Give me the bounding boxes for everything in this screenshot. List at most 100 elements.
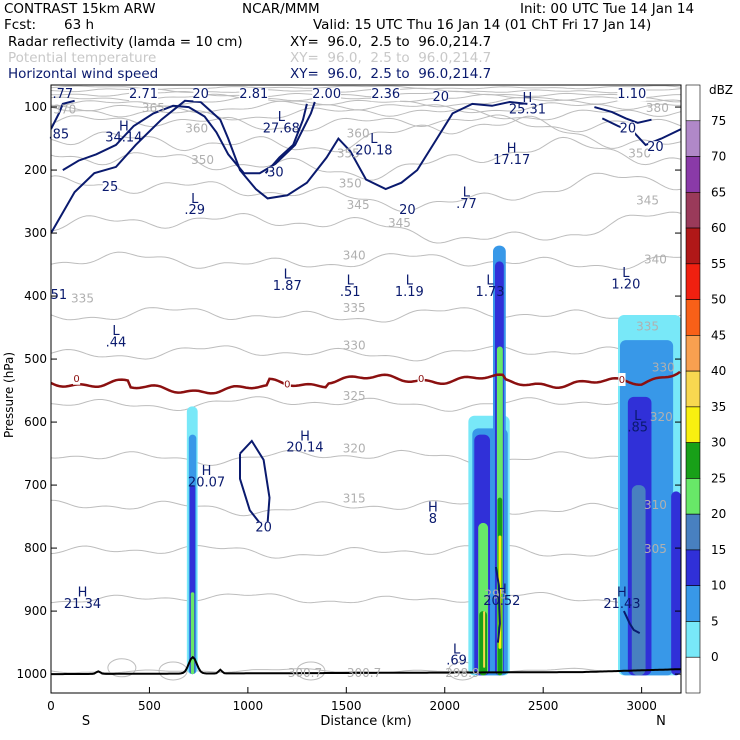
extremum-marker: L — [622, 266, 630, 281]
colorbar-tick-label: 50 — [711, 293, 726, 307]
wind-label-bg — [400, 204, 415, 218]
colorbar-tick-label: 45 — [711, 328, 726, 342]
wind-label: 2.71 — [129, 87, 158, 102]
y-tick-label: 900 — [24, 604, 47, 618]
extremum-marker: H — [507, 141, 517, 156]
field-name-reflectivity: Radar reflectivity (lamda = 10 cm) — [8, 34, 243, 50]
colorbar-tick-label: 65 — [711, 185, 726, 199]
colorbar-tick-label: 5 — [711, 614, 719, 628]
theta-contour — [51, 172, 681, 213]
refl-cell-15 — [671, 491, 681, 676]
colorbar-tick-label: 0 — [711, 650, 719, 664]
colorbar-tick-label: 35 — [711, 400, 726, 414]
model-title: CONTRAST 15km ARW — [4, 1, 156, 17]
colorbar-tick-label: 15 — [711, 543, 726, 557]
wind-contour-20 — [494, 566, 501, 643]
wind-label-bg — [256, 521, 271, 535]
valid-time: Valid: 15 UTC Thu 16 Jan 14 (01 ChT Fri … — [313, 17, 652, 33]
theta-contour — [51, 307, 681, 325]
fcst-label: Fcst: — [4, 17, 37, 33]
init-time: Init: 00 UTC Tue 14 Jan 14 — [520, 1, 695, 17]
theta-label: 300.7 — [347, 666, 381, 680]
wind-label: 1.10 — [617, 87, 646, 102]
field-name-theta: Potential temperature — [8, 50, 157, 66]
freezing-label: 0 — [284, 379, 290, 390]
colorbar-tick-label: 55 — [711, 257, 726, 271]
theta-contour — [51, 396, 681, 412]
wind-label: 20 — [433, 90, 450, 105]
theta-contour — [51, 251, 681, 270]
y-tick-label: 300 — [24, 226, 47, 240]
theta-contour — [51, 115, 681, 153]
extremum-value: 21.34 — [64, 597, 101, 612]
theta-label: 350 — [339, 177, 362, 191]
direction-south: S — [82, 714, 90, 729]
extremum-value: .29 — [184, 203, 205, 218]
extremum-marker: H — [78, 586, 88, 601]
contour-labels: 370 365 380 360 360 355 350 350 350 345 345 345 340 3… — [49, 87, 675, 680]
freezing-label-bg — [283, 377, 291, 391]
y-tick-label: 700 — [24, 478, 47, 492]
extremum-marker: H — [428, 501, 438, 516]
colorbar-cell — [685, 370, 701, 408]
colorbar-tick-label: 25 — [711, 471, 726, 485]
y-tick-label: 500 — [24, 352, 47, 366]
freezing-label-bg — [417, 371, 425, 385]
theta-label: 335 — [636, 320, 659, 334]
extremum-marker: L — [406, 274, 414, 289]
colorbar-tick-label: 20 — [711, 507, 726, 521]
x-tick-label: 500 — [138, 699, 161, 713]
refl-cell-20 — [631, 485, 646, 676]
extremum-marker: H — [202, 464, 212, 479]
colorbar-cell — [685, 513, 701, 551]
freezing-label: 0 — [418, 374, 424, 385]
colorbar-cell — [685, 227, 701, 265]
extremum-marker: H — [119, 119, 129, 134]
extremum-marker: L — [634, 409, 642, 424]
extremum-value: 25.31 — [509, 102, 546, 117]
x-tick-label: 1500 — [331, 699, 362, 713]
theta-contour — [51, 667, 681, 674]
extremum-value: 1.20 — [611, 278, 640, 293]
theta-contours — [51, 85, 681, 681]
wind-label-bg — [268, 166, 283, 180]
extremum-value: 21.43 — [603, 597, 640, 612]
wind-label: 20 — [192, 87, 209, 102]
theta-label: 295 — [484, 587, 507, 601]
extremum-value: .44 — [106, 335, 127, 350]
extremum-value: 20.52 — [483, 594, 520, 609]
colorbar-cell — [685, 406, 701, 443]
theta-label: 380 — [646, 101, 669, 115]
colorbar-cell — [685, 335, 701, 372]
extremum-value: .69 — [446, 654, 467, 669]
colorbar-cell — [685, 656, 701, 694]
extremum-marker: H — [300, 429, 310, 444]
wind-label-bg — [617, 88, 647, 102]
colorbar-tick-label: 60 — [711, 221, 726, 235]
extremum-value: 1.19 — [395, 285, 424, 300]
field-xy-reflectivity: XY= 96.0, 2.5 to 96.0,214.7 — [290, 34, 492, 50]
field-xy-wind: XY= 96.0, 2.5 to 96.0,214.7 — [290, 66, 492, 82]
wind-contour-20 — [51, 99, 75, 130]
theta-label: 315 — [343, 492, 366, 506]
theta-label: 365 — [142, 101, 165, 115]
theta-contour — [51, 100, 681, 114]
terrain-line — [51, 655, 681, 676]
extremum-marker: L — [347, 274, 355, 289]
y-tick-label: 600 — [24, 415, 47, 429]
theta-contour — [51, 96, 681, 108]
extremum-value: .77 — [456, 197, 477, 212]
colorbar-cell — [685, 156, 701, 193]
wind-contour-20 — [51, 99, 528, 234]
colorbar-cell — [685, 549, 701, 587]
plot-background — [51, 85, 681, 693]
extremum-marker: L — [453, 642, 461, 657]
extremum-value: 34.14 — [105, 131, 142, 146]
extremum-marker: L — [370, 132, 378, 147]
theta-label: 300.7 — [288, 666, 322, 680]
theta-closed-contour — [107, 658, 137, 678]
wind-label-bg — [648, 141, 663, 155]
extremum-marker: L — [486, 274, 494, 289]
wind-label-bg — [193, 88, 208, 102]
